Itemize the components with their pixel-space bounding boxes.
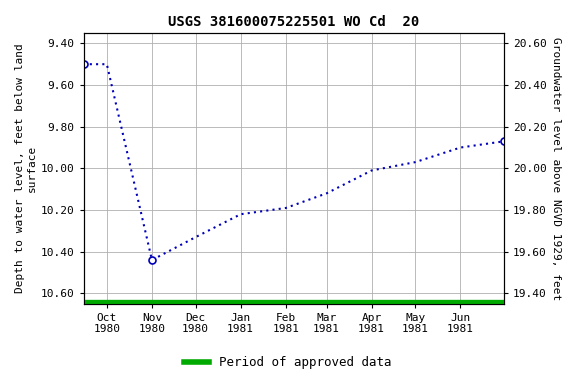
Y-axis label: Groundwater level above NGVD 1929, feet: Groundwater level above NGVD 1929, feet <box>551 37 561 300</box>
Title: USGS 381600075225501 WO Cd  20: USGS 381600075225501 WO Cd 20 <box>168 15 419 29</box>
Y-axis label: Depth to water level, feet below land
surface: Depth to water level, feet below land su… <box>15 43 37 293</box>
Legend: Period of approved data: Period of approved data <box>179 351 397 374</box>
